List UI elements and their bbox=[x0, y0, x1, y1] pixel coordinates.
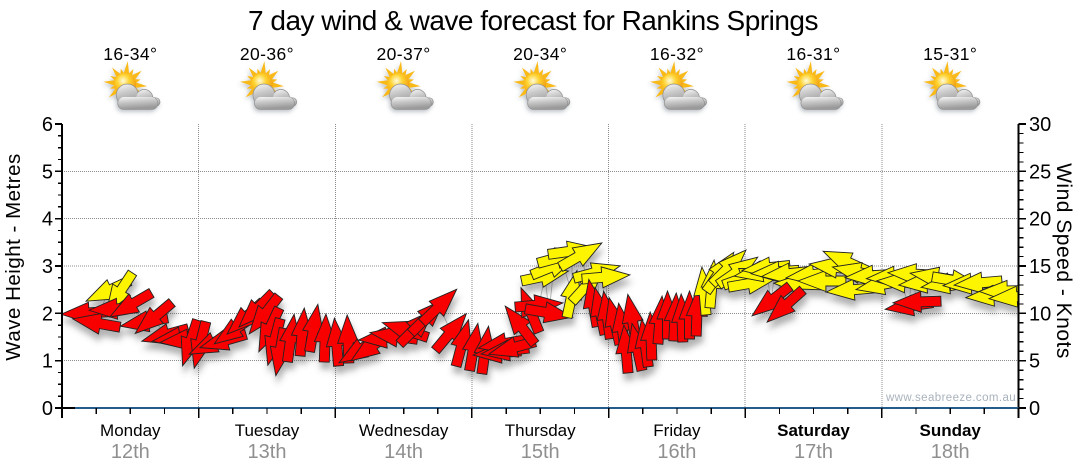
svg-text:Tuesday: Tuesday bbox=[235, 421, 300, 440]
svg-text:4: 4 bbox=[42, 209, 53, 231]
svg-text:15th: 15th bbox=[521, 441, 560, 463]
svg-text:5: 5 bbox=[1029, 351, 1040, 373]
svg-text:17th: 17th bbox=[794, 441, 833, 463]
svg-text:16-31°: 16-31° bbox=[786, 44, 840, 64]
svg-text:Sunday: Sunday bbox=[919, 421, 981, 440]
svg-text:18th: 18th bbox=[931, 441, 970, 463]
svg-text:20-34°: 20-34° bbox=[513, 44, 567, 64]
svg-text:Thursday: Thursday bbox=[505, 421, 576, 440]
svg-text:10: 10 bbox=[1029, 303, 1051, 325]
svg-text:Friday: Friday bbox=[653, 421, 701, 440]
svg-text:6: 6 bbox=[42, 114, 53, 136]
svg-text:2: 2 bbox=[42, 303, 53, 325]
svg-text:3: 3 bbox=[42, 256, 53, 278]
svg-text:20: 20 bbox=[1029, 209, 1051, 231]
svg-text:Wednesday: Wednesday bbox=[359, 421, 449, 440]
svg-text:15: 15 bbox=[1029, 256, 1051, 278]
svg-text:Wave Height - Metres: Wave Height - Metres bbox=[2, 153, 25, 360]
svg-text:20-37°: 20-37° bbox=[377, 44, 431, 64]
svg-text:20-36°: 20-36° bbox=[240, 44, 294, 64]
svg-text:15-31°: 15-31° bbox=[923, 44, 977, 64]
svg-text:16-32°: 16-32° bbox=[650, 44, 704, 64]
svg-text:12th: 12th bbox=[111, 441, 150, 463]
svg-text:Saturday: Saturday bbox=[777, 421, 850, 440]
svg-text:1: 1 bbox=[42, 351, 53, 373]
svg-text:5: 5 bbox=[42, 161, 53, 183]
svg-text:www.seabreeze.com.au: www.seabreeze.com.au bbox=[885, 392, 1016, 404]
svg-text:30: 30 bbox=[1029, 114, 1051, 136]
svg-text:14th: 14th bbox=[384, 441, 423, 463]
svg-text:13th: 13th bbox=[248, 441, 287, 463]
svg-text:Monday: Monday bbox=[100, 421, 161, 440]
svg-text:16-34°: 16-34° bbox=[103, 44, 157, 64]
svg-text:7 day wind & wave forecast for: 7 day wind & wave forecast for Rankins S… bbox=[248, 5, 818, 36]
svg-text:16th: 16th bbox=[657, 441, 696, 463]
svg-text:25: 25 bbox=[1029, 161, 1051, 183]
svg-text:0: 0 bbox=[42, 398, 53, 420]
svg-text:0: 0 bbox=[1029, 398, 1040, 420]
svg-text:Wind Speed - Knots: Wind Speed - Knots bbox=[1052, 163, 1075, 359]
